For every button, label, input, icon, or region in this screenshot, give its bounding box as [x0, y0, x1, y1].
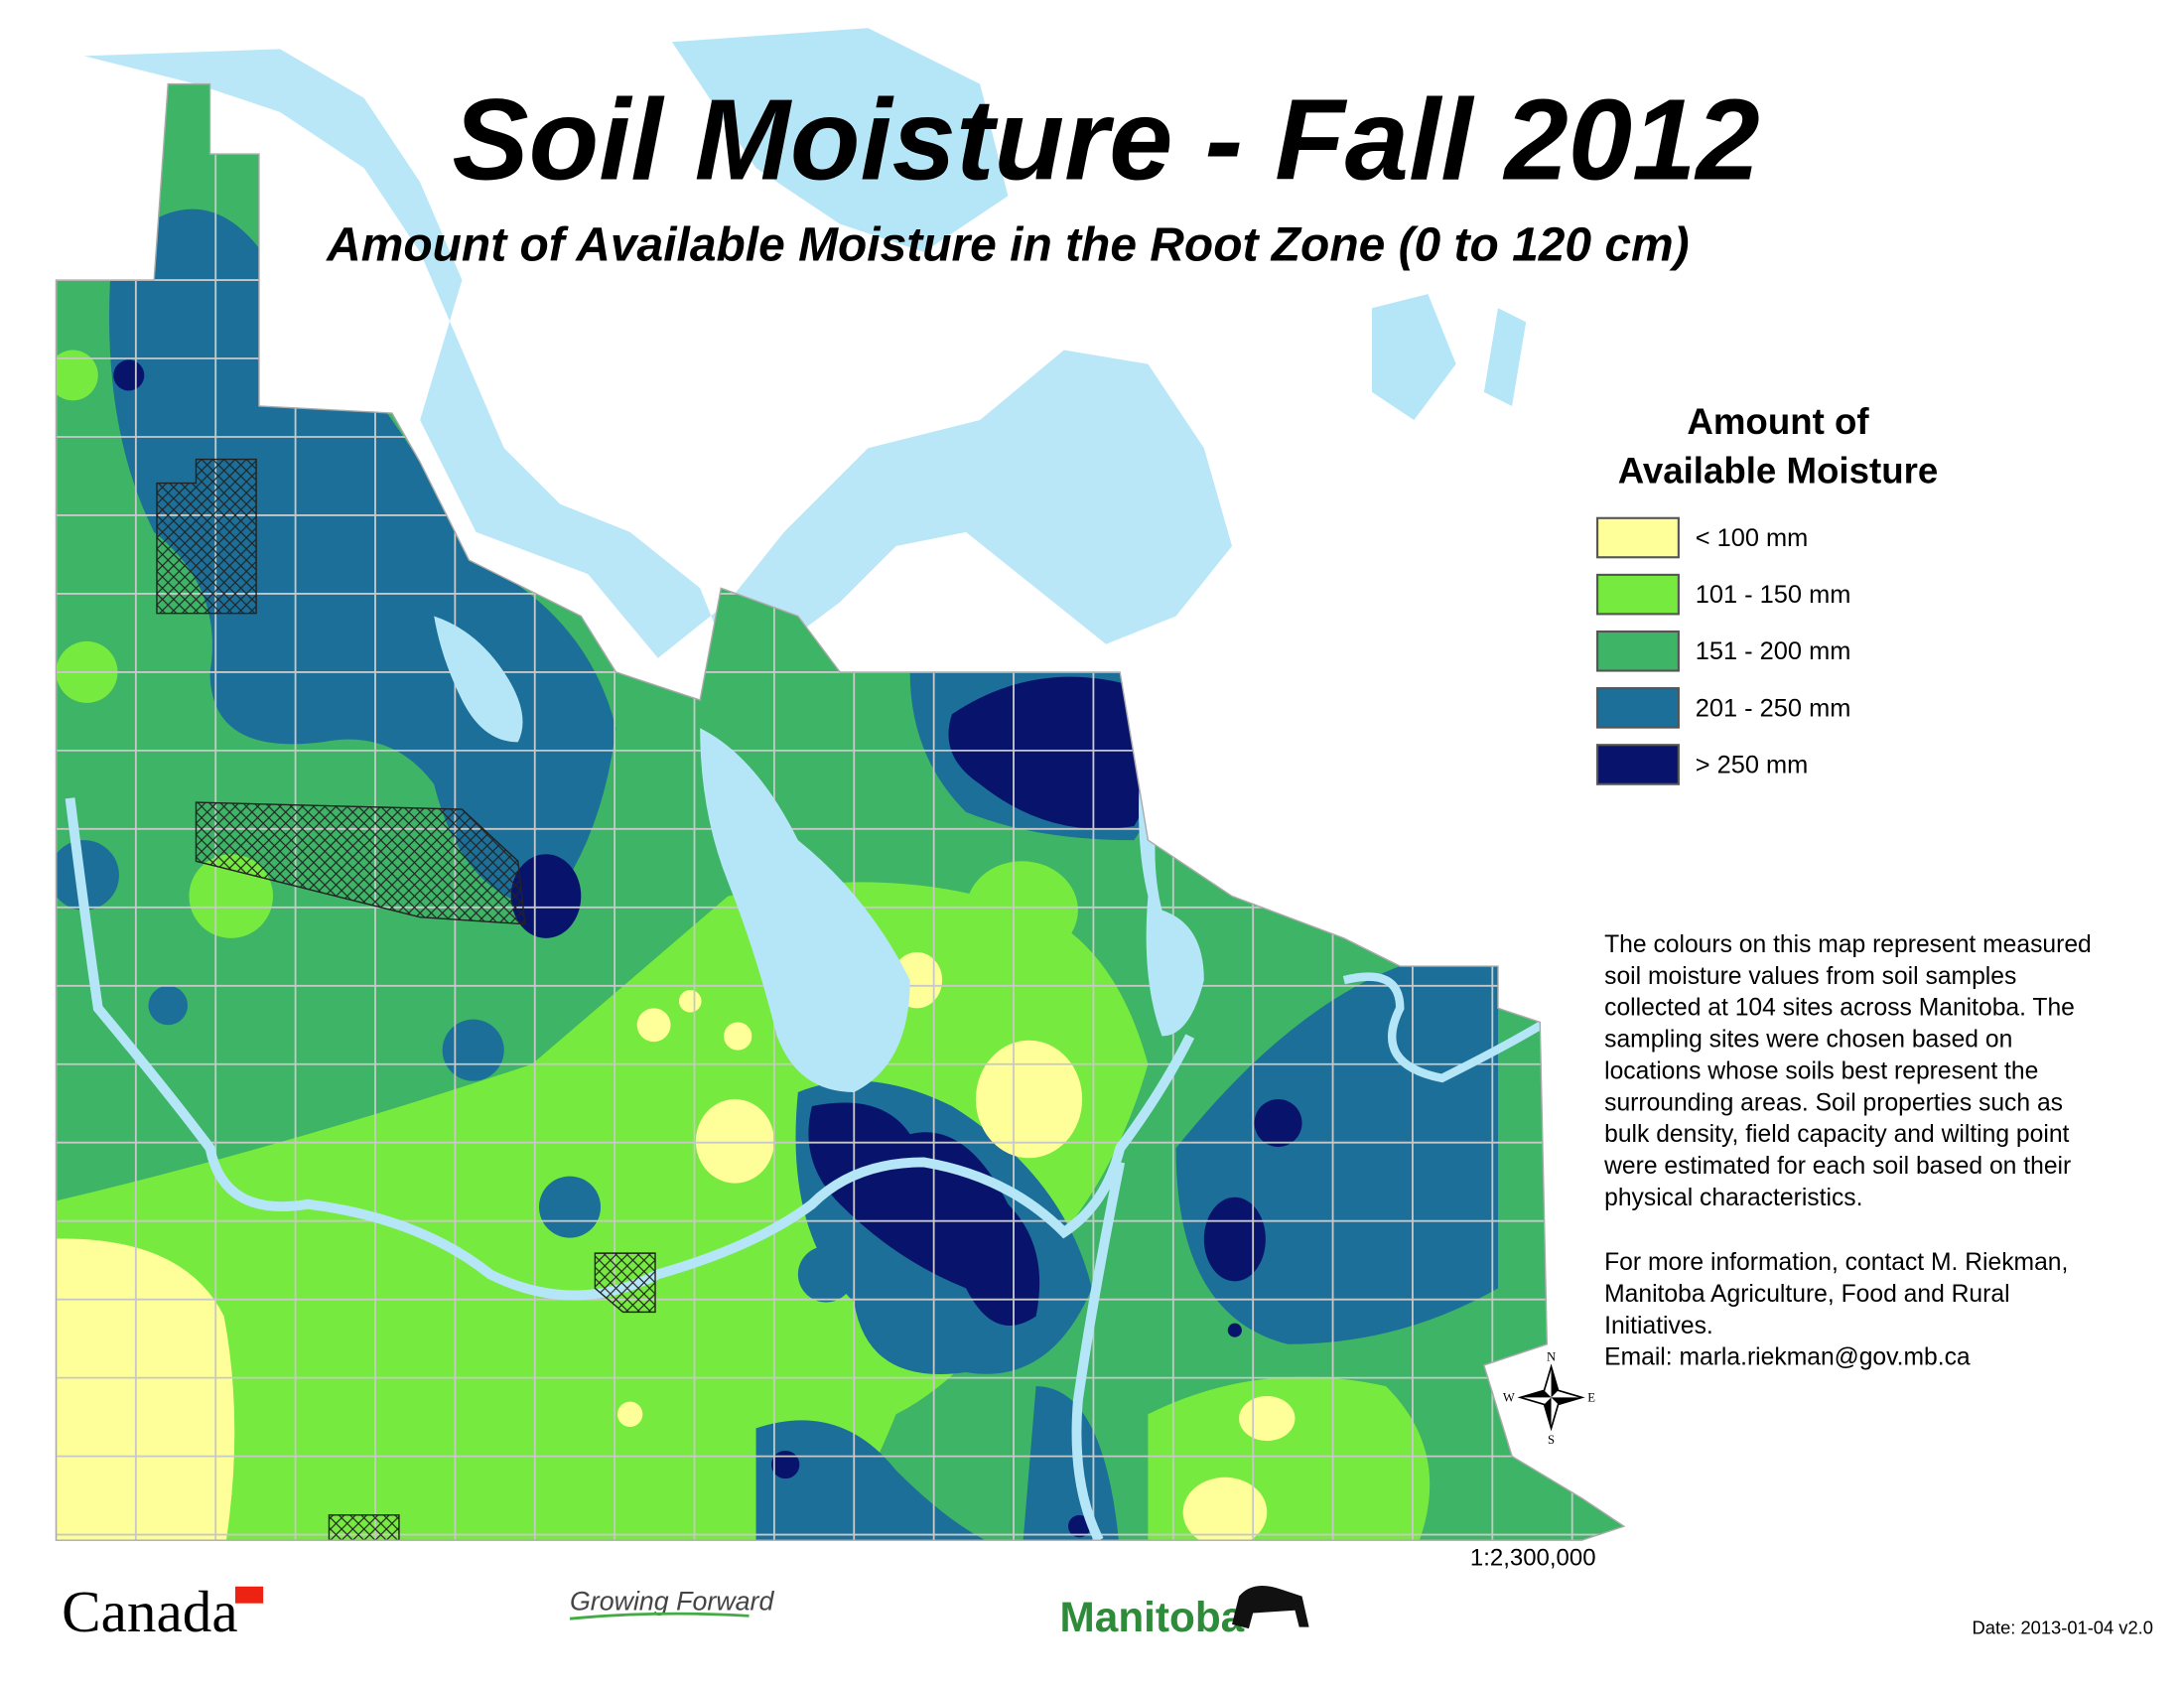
zone [636, 1008, 671, 1043]
legend-label: 201 - 250 mm [1696, 694, 1851, 722]
zone [1203, 1196, 1266, 1282]
logo-growing-forward: Growing Forward [570, 1587, 774, 1617]
zone [808, 1102, 1040, 1326]
description-line: collected at 104 sites across Manitoba. … [1604, 995, 2075, 1022]
legend-label: > 250 mm [1696, 751, 1809, 778]
zone [975, 1040, 1083, 1159]
lake-manitoba [700, 728, 910, 1092]
compass-n: N [1547, 1350, 1556, 1364]
bison [1232, 1585, 1309, 1629]
zone [148, 985, 189, 1026]
legend-swatch [1596, 516, 1680, 559]
legend-label: 151 - 200 mm [1696, 637, 1851, 665]
logo-canada: Canada [62, 1579, 238, 1644]
zone [797, 1246, 855, 1303]
zone [1227, 1323, 1242, 1337]
zone [966, 861, 1078, 959]
zone [56, 1238, 235, 1541]
description-line: bulk density, field capacity and wilting… [1604, 1121, 2069, 1148]
description-line: surrounding areas. Soil properties such … [1604, 1089, 2063, 1116]
zone [442, 1019, 504, 1081]
compass-rose [1517, 1363, 1585, 1432]
logo-manitoba: Manitoba [1060, 1594, 1245, 1640]
compass-fill [1520, 1366, 1582, 1429]
scale: 1:2,300,000 [1470, 1545, 1596, 1572]
legend-swatch [1596, 744, 1680, 785]
zone [695, 1099, 774, 1184]
zone [1182, 1477, 1268, 1541]
subtitle: Amount of Available Moisture in the Root… [326, 218, 1690, 271]
zone [109, 209, 616, 911]
zone [678, 990, 702, 1013]
description-line: sampling sites were chosen based on [1604, 1027, 2012, 1054]
lake-winnipegosis [434, 616, 523, 743]
zone [510, 854, 582, 938]
title: Soil Moisture - Fall 2012 [452, 75, 1759, 205]
date: Date: 2013-01-04 v2.0 [1973, 1618, 2153, 1638]
legend-title: Available Moisture [1618, 451, 1939, 492]
zone [948, 676, 1149, 829]
park-area [195, 801, 526, 925]
contact-line: For more information, contact M. Riekman… [1604, 1249, 2068, 1276]
description-line: were estimated for each soil based on th… [1603, 1153, 2071, 1180]
contact-line: Initiatives. [1604, 1313, 1713, 1339]
compass-e: E [1587, 1391, 1595, 1405]
moisture-zones [56, 83, 1624, 1541]
park-area [328, 1514, 400, 1541]
description-line: The colours on this map represent measur… [1604, 931, 2092, 958]
northern-lakes [83, 28, 1527, 658]
park-area [594, 1252, 656, 1314]
zone [1254, 1099, 1302, 1147]
description-line: locations whose soils best represent the [1604, 1057, 2038, 1084]
description: The colours on this map represent measur… [1603, 931, 2092, 1371]
description-line: soil moisture values from soil samples [1604, 963, 2016, 990]
zone [1239, 1395, 1296, 1442]
contact-line: Email: marla.riekman@gov.mb.ca [1604, 1344, 1971, 1371]
legend-swatch [1596, 573, 1680, 616]
flag [234, 1586, 264, 1604]
zone [616, 1401, 643, 1427]
zone [755, 1420, 1036, 1541]
compass-w: W [1503, 1391, 1515, 1405]
legend-title: Amount of [1687, 401, 1869, 442]
legend-label: < 100 mm [1696, 524, 1809, 552]
compass-s: S [1548, 1433, 1555, 1447]
zone [538, 1176, 602, 1238]
legend: Amount of Available Moisture < 100 mm 101 -… [1596, 401, 1939, 785]
legend-label: 101 - 150 mm [1696, 581, 1851, 609]
legend-swatch [1596, 687, 1680, 729]
underline [569, 1612, 750, 1620]
description-line: physical characteristics. [1604, 1185, 1862, 1211]
zone [724, 1022, 752, 1051]
zone [56, 350, 98, 401]
zone [113, 359, 145, 391]
compass: N S E W [1503, 1350, 1595, 1447]
contact-line: Manitoba Agriculture, Food and Rural [1604, 1281, 2009, 1308]
province-outline [55, 82, 1626, 1541]
legend-swatch [1596, 630, 1680, 672]
river [1342, 972, 1570, 1083]
zone [771, 1450, 800, 1479]
park-area [156, 458, 257, 615]
zone [1068, 1514, 1091, 1538]
zone [1022, 1386, 1121, 1541]
